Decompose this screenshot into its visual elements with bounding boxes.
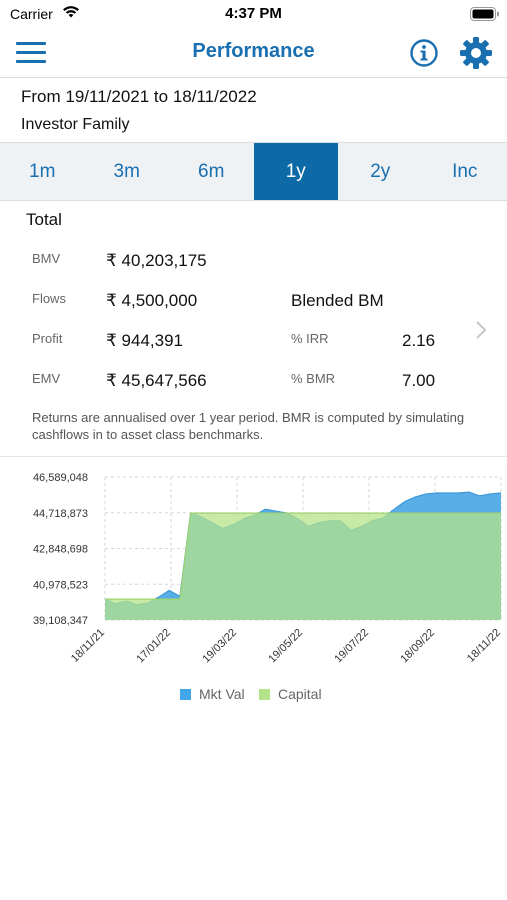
emv-label: EMV [32,371,61,386]
y-tick-label: 46,589,048 [33,472,88,484]
tab-1y[interactable]: 1y [253,143,338,200]
profit-label: Profit [32,331,63,346]
legend-item-mkt-val[interactable]: Mkt Val [180,686,245,702]
irr-value: 2.16 [402,331,436,350]
tab-6m[interactable]: 6m [198,160,225,182]
tab-3m[interactable]: 3m [113,160,140,182]
nav-bar: Performance [0,28,507,78]
y-tick-label: 39,108,347 [33,615,88,627]
x-tick-label: 18/11/22 [465,627,503,665]
battery-icon [470,7,499,21]
x-tick-label: 19/03/22 [200,627,239,666]
report-header: From 19/11/2021 to 18/11/2022 Investor F… [0,79,507,142]
y-tick-label: 42,848,698 [33,544,88,556]
tab-2y[interactable]: 2y [370,160,391,182]
legend-label-mkt-val: Mkt Val [199,686,245,702]
chevron-right-icon[interactable] [474,319,488,341]
clock: 4:37 PM [225,5,282,22]
flows-label: Flows [32,291,66,306]
carrier-label: Carrier [10,6,53,22]
returns-note: Returns are annualised over 1 year perio… [32,410,465,442]
x-tick-label: 19/05/22 [266,627,305,666]
bmr-value: 7.00 [402,371,436,390]
bmv-value: ₹ 40,203,175 [106,251,207,270]
performance-chart[interactable]: 46,589,048 44,718,873 42,848,698 40,978,523… [0,457,507,687]
blended-bm-heading: Blended BM [291,291,384,310]
x-tick-label: 18/11/21 [69,627,107,665]
irr-label: % IRR [291,331,329,346]
period-tabs: 1m 3m 6m 1y 2y Inc [0,142,507,201]
y-tick-label: 44,718,873 [33,508,88,520]
area-capital [105,513,501,620]
tab-1m[interactable]: 1m [29,160,56,182]
info-icon[interactable] [409,38,439,68]
x-tick-label: 17/01/22 [134,627,173,666]
investor-name: Investor Family [21,116,130,133]
profit-value: ₹ 944,391 [106,331,183,350]
settings-gear-icon[interactable] [459,36,493,70]
date-range: From 19/11/2021 to 18/11/2022 [21,87,257,106]
legend-swatch-mkt-val [180,689,191,700]
y-tick-label: 40,978,523 [33,579,88,591]
wifi-icon [63,6,79,18]
legend-label-capital: Capital [278,686,322,702]
legend-item-capital[interactable]: Capital [259,686,322,702]
bmr-label: % BMR [291,371,336,386]
chart-container: 46,589,048 44,718,873 42,848,698 40,978,523… [0,456,507,716]
line-capital [105,512,501,600]
status-bar: Carrier 4:37 PM [0,0,507,28]
bmv-label: BMV [32,251,61,266]
flows-value: ₹ 4,500,000 [106,291,198,310]
summary-title: Total [26,210,62,229]
menu-icon[interactable] [16,42,46,64]
emv-value: ₹ 45,647,566 [106,371,207,390]
x-tick-label: 19/07/22 [332,627,371,666]
tab-inc[interactable]: Inc [452,160,478,182]
x-tick-label: 18/09/22 [398,627,437,666]
legend-swatch-capital [259,689,270,700]
chart-legend: Mkt Val Capital [0,686,507,704]
